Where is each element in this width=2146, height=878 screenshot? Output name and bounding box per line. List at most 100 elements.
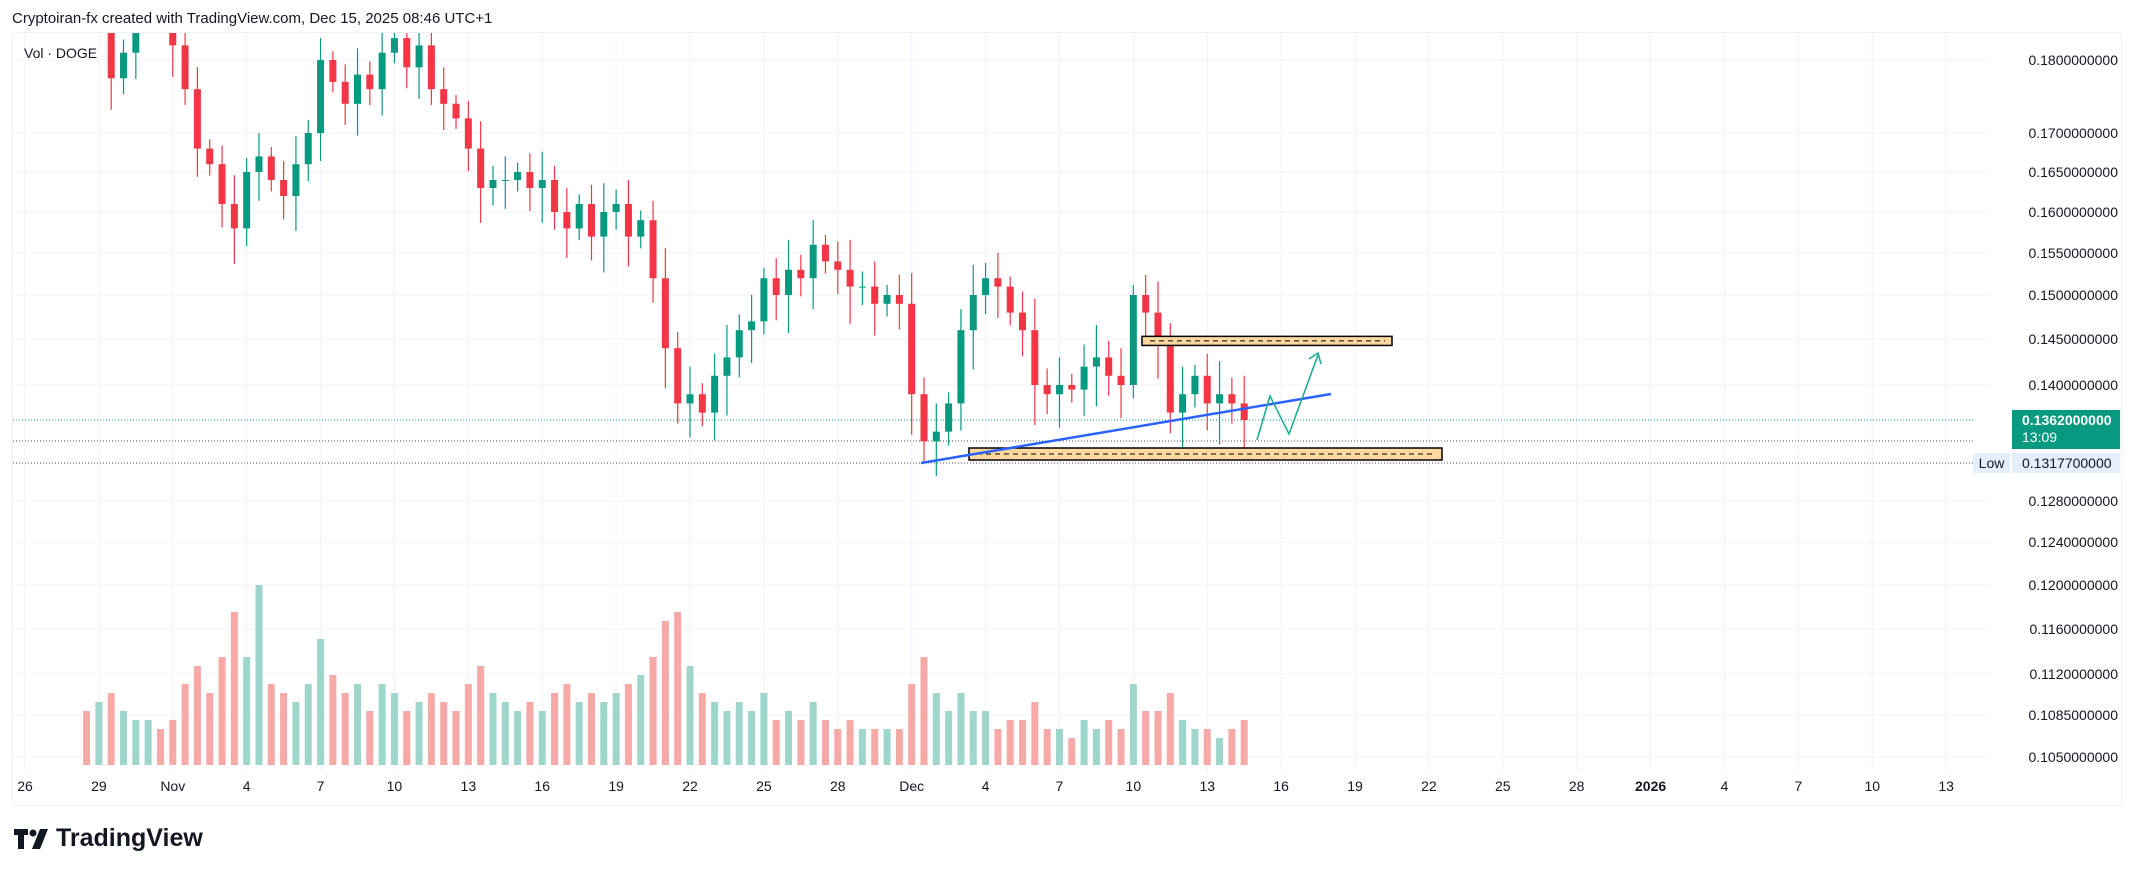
volume-bar (267, 684, 275, 765)
volume-bar (748, 711, 756, 765)
volume-bar (1117, 729, 1125, 765)
volume-bar (735, 702, 743, 765)
volume-bar (1068, 738, 1076, 765)
candle-body (735, 330, 743, 358)
candle-body (1228, 394, 1236, 404)
candle-body (982, 278, 990, 295)
candle-body (723, 357, 731, 376)
volume-bar (883, 729, 891, 765)
candle-body (908, 303, 916, 395)
logo-text: TradingView (56, 824, 203, 852)
volume-bar (982, 711, 990, 765)
volume-bar (797, 720, 805, 765)
candle-body (895, 295, 903, 304)
price-tick-label: 0.1160000000 (2029, 621, 2119, 637)
candle-body (132, 33, 140, 53)
candle-body (83, 0, 90, 2)
price-tick-label: 0.1800000000 (2028, 52, 2118, 68)
volume-bar (1191, 729, 1199, 765)
candle-body (477, 148, 485, 188)
volume-bar (661, 621, 669, 765)
price-tick-label: 0.1240000000 (2028, 534, 2118, 550)
date-tick-label: 25 (1495, 778, 1511, 794)
date-tick-label: 7 (1055, 778, 1064, 794)
volume-bar (501, 702, 509, 765)
volume-bar (378, 684, 386, 765)
date-tick-label: 22 (1421, 778, 1437, 794)
candle-body (1166, 339, 1174, 413)
volume-bar (563, 684, 571, 765)
date-tick-label: 25 (756, 778, 772, 794)
candle-body (587, 204, 595, 237)
candle-countdown: 13:09 (2022, 429, 2058, 445)
date-tick-label: 4 (242, 778, 251, 794)
volume-bar (1043, 729, 1051, 765)
volume-bar (908, 684, 916, 765)
volume-bar (1092, 729, 1100, 765)
volume-bar (218, 657, 226, 765)
candle-body (760, 278, 768, 322)
volume-bar (587, 693, 595, 765)
volume-bar (551, 693, 559, 765)
volume-bar (772, 720, 780, 765)
volume-bar (920, 657, 928, 765)
volume-bar (711, 702, 719, 765)
volume-legend: Vol · DOGE (24, 45, 98, 61)
volume-bar (723, 711, 731, 765)
date-tick-label: 10 (386, 778, 403, 794)
volume-bar (932, 693, 940, 765)
volume-bar (477, 666, 485, 765)
volume-bar (994, 729, 1002, 765)
candle-body (957, 330, 965, 404)
candle-body (206, 148, 214, 165)
candle-body (1031, 330, 1039, 385)
candle-body (1240, 403, 1248, 420)
candle-body (267, 156, 275, 180)
volume-bar (514, 711, 522, 765)
candle-body (317, 60, 325, 133)
candle-body (1129, 295, 1137, 385)
candle-body (1019, 312, 1027, 331)
volume-bar (821, 720, 829, 765)
candle-body (785, 269, 793, 295)
candle-body (932, 431, 940, 442)
volume-bar (1055, 729, 1063, 765)
price-tick-label: 0.1500000000 (2028, 287, 2118, 303)
volume-bar (169, 720, 177, 765)
date-tick-label: 10 (1125, 778, 1142, 794)
volume-bar (366, 711, 374, 765)
date-tick-label: 19 (608, 778, 624, 794)
volume-bar (526, 702, 534, 765)
candle-body (120, 52, 128, 79)
volume-bar (1154, 711, 1162, 765)
volume-bar (83, 711, 91, 765)
candle-body (538, 180, 546, 188)
candle-body (661, 278, 669, 349)
date-tick-label: 7 (316, 778, 325, 794)
date-tick-label: Nov (160, 778, 186, 794)
chart-frame (12, 32, 2122, 806)
volume-bar (846, 720, 854, 765)
candle-body (1179, 394, 1187, 413)
candle-body (698, 394, 706, 413)
candle-body (994, 278, 1002, 287)
tradingview-logo[interactable]: TradingView (14, 824, 203, 853)
candle-body (883, 295, 891, 304)
date-tick-label: 28 (829, 778, 846, 794)
candle-body (834, 261, 842, 270)
candle-body (846, 269, 854, 287)
candle-body (563, 212, 571, 229)
candle-body (230, 204, 238, 229)
candle-body (1105, 357, 1113, 376)
volume-bar (871, 729, 879, 765)
date-tick-label: 4 (981, 778, 990, 794)
volume-bar (1179, 720, 1187, 765)
date-tick-label: 16 (534, 778, 551, 794)
candle-body (440, 89, 448, 104)
candle-body (1154, 312, 1162, 339)
candle-body (366, 74, 374, 90)
candle-body (181, 45, 189, 90)
date-tick-label: 13 (1938, 778, 1954, 794)
price-tick-label: 0.1450000000 (2028, 331, 2118, 347)
